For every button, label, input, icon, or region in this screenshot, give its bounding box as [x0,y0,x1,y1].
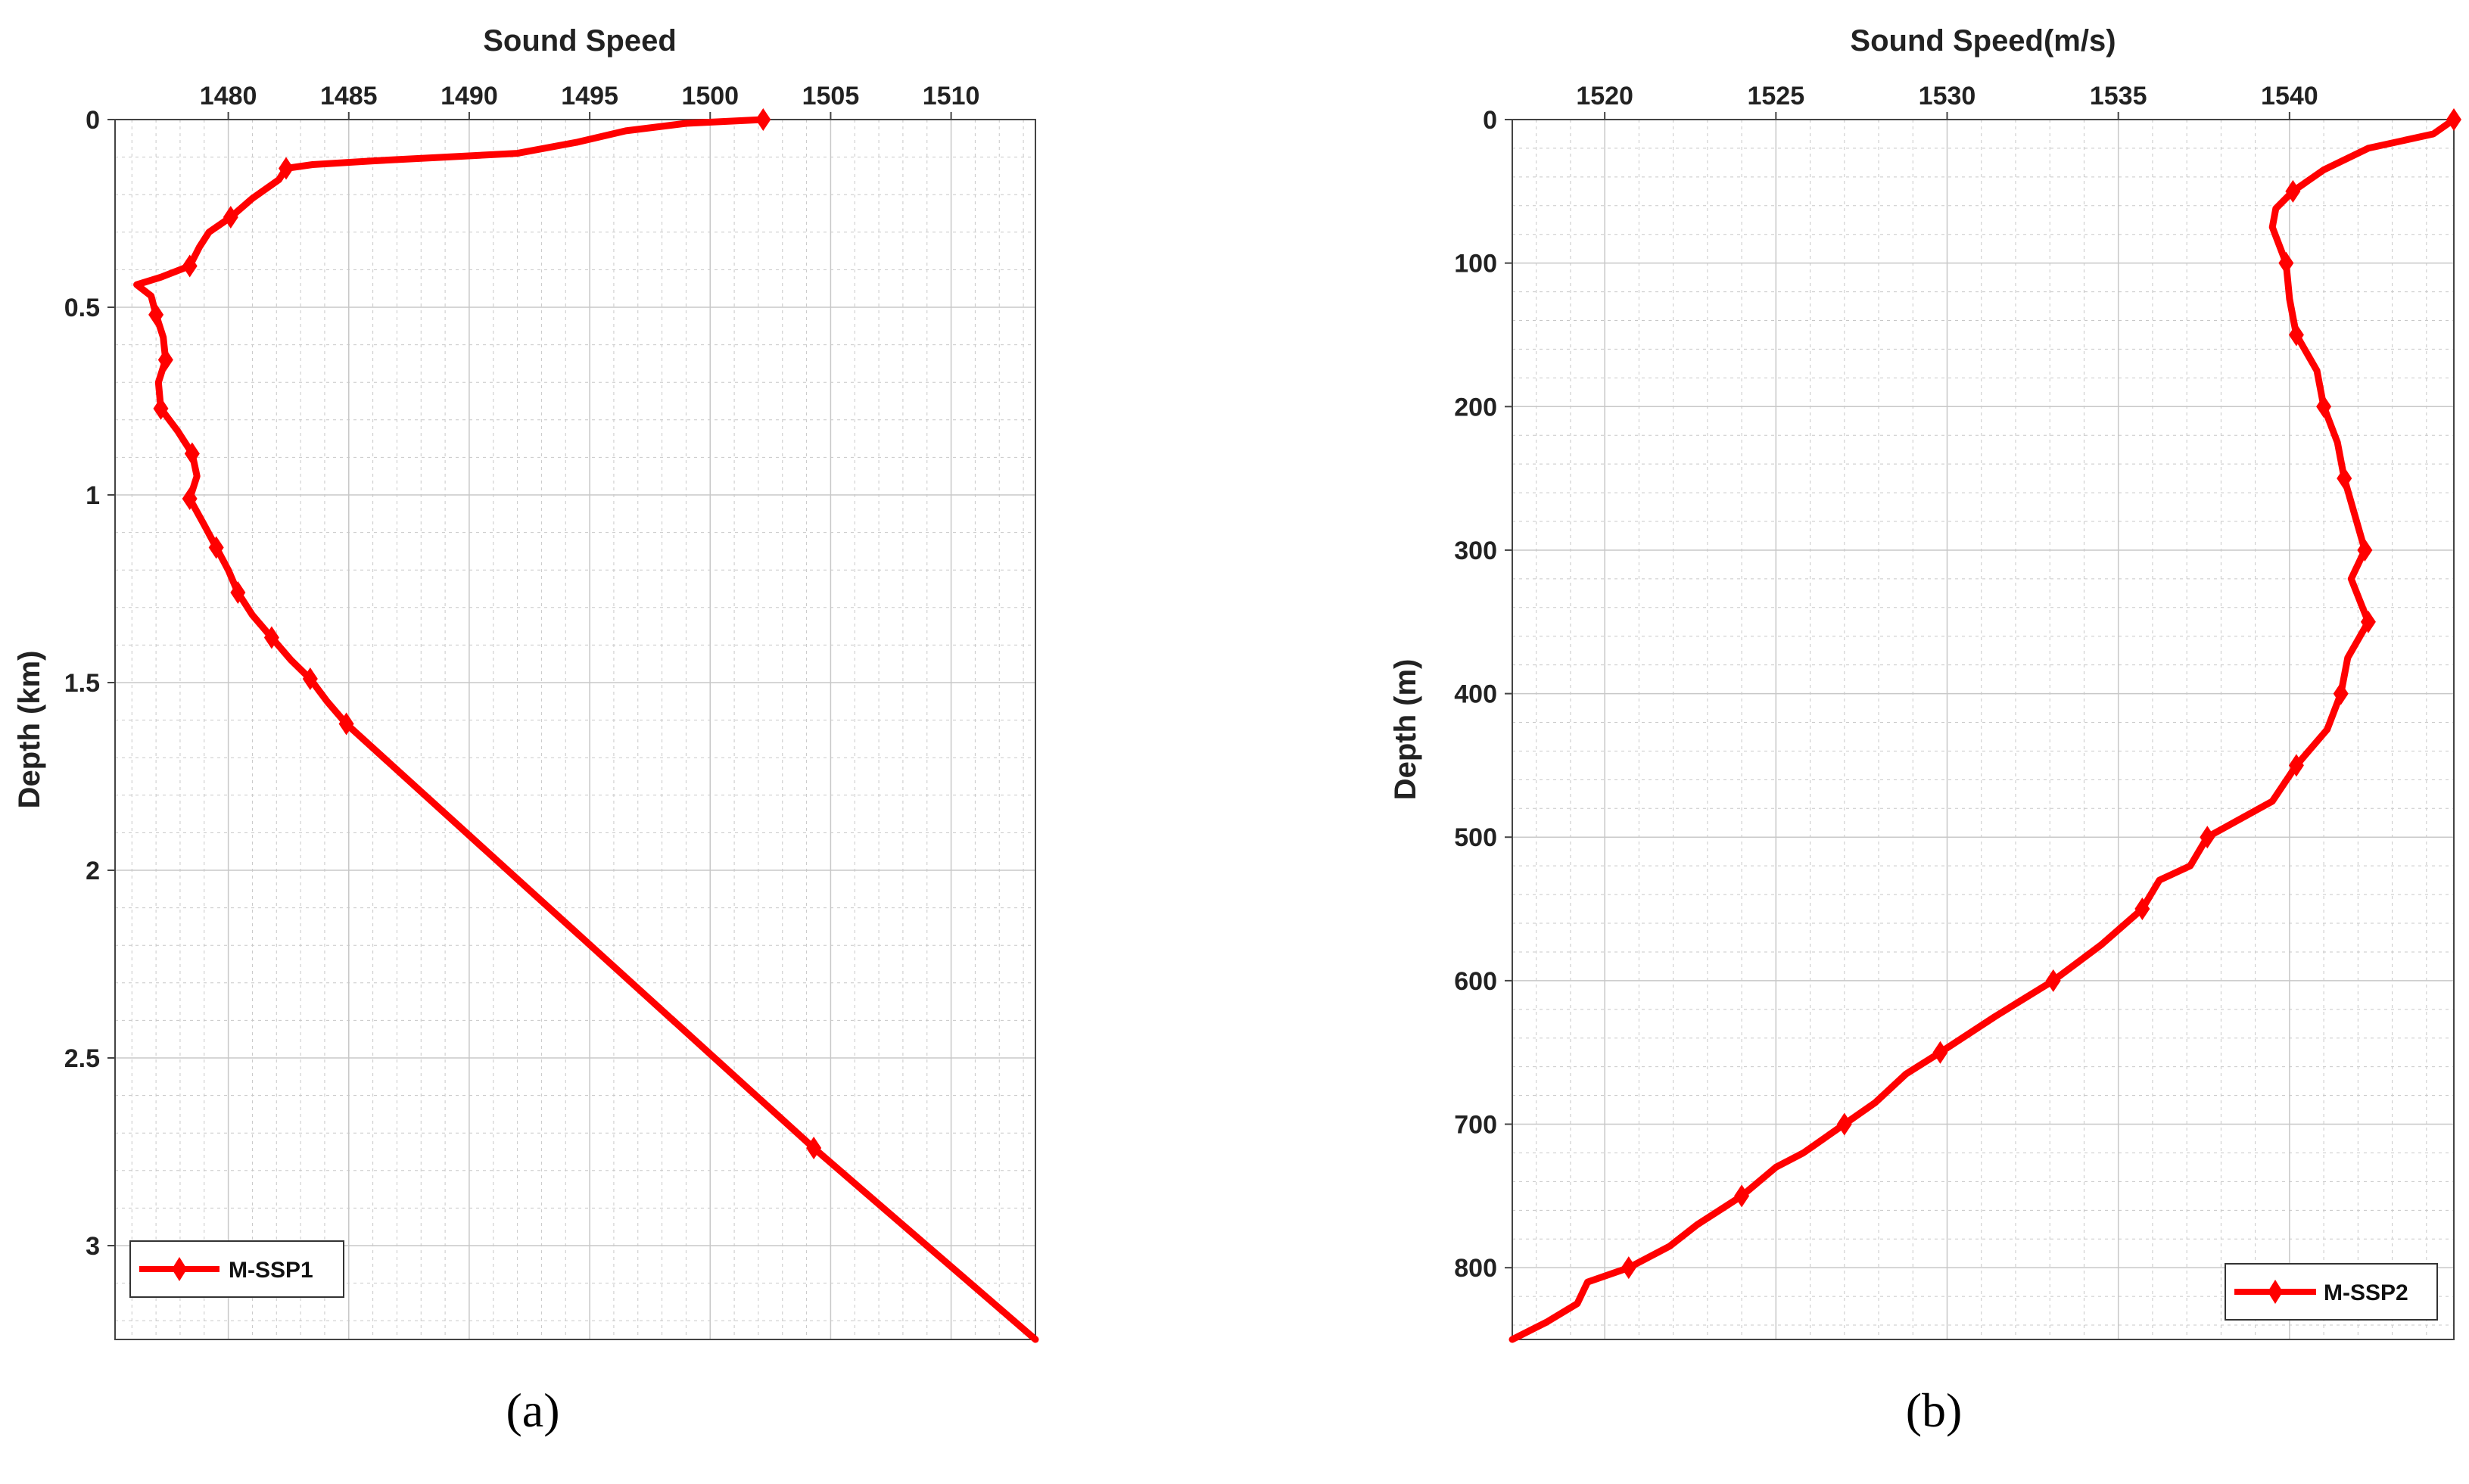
x-tick-label-a: 1480 [200,82,257,110]
y-tick-label-b: 500 [1454,823,1497,852]
series-b [1508,108,2461,1343]
series-marker-a [182,254,198,278]
y-tick-label-a: 0 [86,106,100,135]
series-marker-b [2134,898,2150,921]
y-tick-label-b: 700 [1454,1111,1497,1140]
series-marker-b [2360,610,2376,633]
series-marker-b [2333,682,2349,705]
y-tick-label-a: 3 [86,1232,100,1261]
series-marker-a [302,667,318,691]
x-tick-label-a: 1490 [441,82,498,110]
y-tick-label-b: 100 [1454,250,1497,278]
ticks-b: 1520 1525 1530 1535 1540 0 100 200 300 400 500 600 7… [1454,82,2318,1283]
panel-label-b: (b) [1906,1383,1963,1437]
series-marker-b [2337,467,2352,490]
legend-b: M-SSP2 [2225,1263,2438,1321]
x-axis-title-b: Sound Speed(m/s) [1850,24,2116,58]
grid-a [115,119,1035,1339]
y-tick-label-b: 800 [1454,1254,1497,1283]
grid-b [1512,119,2454,1339]
ticks-a: 1480 1485 1490 1495 1500 1505 1510 0 0.5 1 1.5 2 2.5… [64,82,980,1261]
chart-panel-b: 1520 1525 1530 1535 1540 0 100 200 300 400 500 600 7… [1389,24,2461,1437]
legend-label-a: M-SSP1 [229,1258,313,1283]
y-tick-label-b: 300 [1454,537,1497,565]
x-tick-label-b: 1530 [1919,82,1976,110]
series-marker-a [208,536,224,559]
series-marker-b [2045,969,2061,992]
y-tick-label-a: 0.5 [64,294,100,322]
axes-frame-a [114,119,1036,1340]
series-marker-a [230,580,246,604]
series-marker-a [184,442,200,465]
y-tick-label-b: 0 [1483,106,1497,135]
x-tick-label-b: 1540 [2261,82,2318,110]
legend-label-b: M-SSP2 [2324,1280,2408,1305]
x-tick-label-a: 1500 [681,82,739,110]
series-marker-b [2200,826,2215,849]
series-marker-a [263,626,279,649]
x-tick-label-a: 1485 [320,82,378,110]
x-tick-label-b: 1535 [2090,82,2147,110]
x-tick-label-a: 1510 [923,82,980,110]
series-marker-a [153,397,169,420]
series-a [133,108,1039,1343]
series-marker-a [148,303,164,326]
x-tick-label-a: 1495 [561,82,618,110]
legend-marker-a [172,1257,187,1281]
series-marker-a [157,348,173,372]
series-line-a [133,116,1039,1343]
series-marker-b [2316,395,2332,418]
series-marker-b [2288,754,2304,777]
y-tick-label-a: 1.5 [64,669,100,698]
series-marker-b [2446,108,2461,131]
series-marker-b [1621,1256,1636,1280]
series-marker-b [2285,179,2301,203]
chart-panel-a: 1480 1485 1490 1495 1500 1505 1510 0 0.5 1 1.5 2 2.5… [13,24,1039,1437]
x-axis-title-a: Sound Speed [483,24,677,58]
series-marker-a [223,205,238,229]
y-tick-label-a: 2 [86,857,100,885]
legend-marker-b [2268,1280,2283,1304]
y-axis-title-a: Depth (km) [13,651,46,809]
series-marker-b [2288,323,2304,347]
series-marker-a [806,1137,822,1160]
series-marker-b [2357,538,2373,562]
series-marker-b [1734,1184,1750,1208]
x-tick-label-b: 1525 [1747,82,1804,110]
y-tick-label-a: 2.5 [64,1044,100,1073]
panel-label-a: (a) [506,1383,559,1437]
series-marker-a [279,157,294,180]
y-tick-label-b: 400 [1454,680,1497,709]
legend-a: M-SSP1 [129,1240,344,1298]
series-marker-b [1836,1112,1852,1136]
series-marker-a [182,487,198,510]
y-tick-label-b: 600 [1454,967,1497,996]
axes-frame-b [1512,119,2455,1340]
x-tick-label-a: 1505 [802,82,860,110]
series-marker-b [2278,251,2294,275]
y-axis-title-b: Depth (m) [1389,659,1422,801]
x-tick-label-b: 1520 [1576,82,1633,110]
y-tick-label-b: 200 [1454,393,1497,422]
y-tick-label-a: 1 [86,481,100,510]
series-marker-a [338,712,354,736]
series-marker-b [1932,1041,1948,1064]
series-marker-a [755,108,771,131]
